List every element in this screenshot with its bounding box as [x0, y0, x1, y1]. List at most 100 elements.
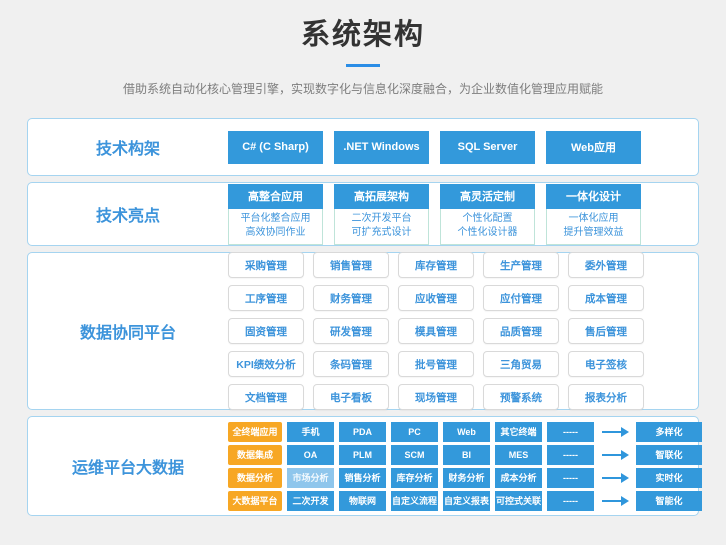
card-tech-highlights: 技术亮点 高整合应用 平台化整合应用 高效协同作业 高拓展架构 二次开发平台 可… — [27, 182, 699, 246]
page-title: 系统架构 — [300, 19, 425, 51]
bigdata-chip[interactable]: OA — [287, 444, 334, 465]
highlight-line: 个性化配置 — [462, 212, 513, 224]
module-button[interactable]: 现场管理 — [398, 384, 474, 410]
bigdata-chip-ellipsis[interactable]: ----- — [547, 421, 594, 442]
bigdata-chip[interactable]: BI — [443, 444, 490, 465]
bigdata-chip[interactable]: 销售分析 — [339, 467, 386, 488]
module-button[interactable]: 品质管理 — [483, 318, 559, 344]
category-tag: 数据分析 — [228, 467, 282, 488]
module-button[interactable]: 批号管理 — [398, 351, 474, 377]
bigdata-chip[interactable]: 成本分析 — [495, 467, 542, 488]
tech-button-csharp[interactable]: C# (C Sharp) — [228, 130, 323, 164]
bigdata-chip[interactable]: 物联网 — [339, 490, 386, 511]
module-button[interactable]: 财务管理 — [313, 285, 389, 311]
module-button[interactable]: 成本管理 — [568, 285, 644, 311]
highlight-line: 提升管理效益 — [563, 226, 624, 238]
highlight-cards: 高整合应用 平台化整合应用 高效协同作业 高拓展架构 二次开发平台 可扩充式设计… — [228, 183, 641, 245]
highlight-title: 一体化设计 — [546, 183, 641, 209]
bigdata-chip[interactable]: Web — [443, 421, 490, 442]
module-button[interactable]: KPI绩效分析 — [228, 351, 304, 377]
right-arrow-icon — [602, 426, 629, 437]
module-button[interactable]: 生产管理 — [483, 252, 559, 278]
module-button[interactable]: 固资管理 — [228, 318, 304, 344]
right-arrow-icon — [602, 472, 629, 483]
result-label: 智能化 — [636, 490, 702, 511]
page-subtitle: 借助系统自动化核心管理引擎，实现数字化与信息化深度融合，为企业数值化管理应用赋能 — [122, 82, 603, 96]
module-button[interactable]: 电子看板 — [313, 384, 389, 410]
architecture-cards: 技术构架 C# (C Sharp) .NET Windows SQL Serve… — [27, 118, 702, 516]
module-button[interactable]: 报表分析 — [568, 384, 644, 410]
bigdata-chip[interactable]: 二次开发 — [287, 490, 334, 511]
module-button[interactable]: 研发管理 — [313, 318, 389, 344]
module-button[interactable]: 销售管理 — [313, 252, 389, 278]
module-button[interactable]: 委外管理 — [568, 252, 644, 278]
highlight-card: 高拓展架构 二次开发平台 可扩充式设计 — [334, 183, 429, 245]
module-button[interactable]: 工序管理 — [228, 285, 304, 311]
module-button[interactable]: 预警系统 — [483, 384, 559, 410]
module-button[interactable]: 三角贸易 — [483, 351, 559, 377]
bigdata-chip[interactable]: 自定义报表 — [443, 490, 490, 511]
bigdata-chip-ellipsis[interactable]: ----- — [547, 467, 594, 488]
highlight-line: 个性化设计器 — [457, 226, 518, 238]
tech-framework-buttons: C# (C Sharp) .NET Windows SQL Server Web… — [228, 130, 641, 164]
module-button[interactable]: 文档管理 — [228, 384, 304, 410]
bigdata-chip[interactable]: PLM — [339, 444, 386, 465]
highlight-title: 高拓展架构 — [334, 183, 429, 209]
module-button[interactable]: 电子签核 — [568, 351, 644, 377]
highlight-line: 一体化应用 — [568, 212, 619, 224]
data-collab-label: 数据协同平台 — [79, 325, 176, 342]
bigdata-chip[interactable]: 手机 — [287, 421, 334, 442]
module-button[interactable]: 条码管理 — [313, 351, 389, 377]
bigdata-row-terminals: 全终端应用 手机 PDA PC Web 其它终端 ----- 多样化 — [228, 421, 702, 442]
module-button[interactable]: 模具管理 — [398, 318, 474, 344]
card-tech-framework: 技术构架 C# (C Sharp) .NET Windows SQL Serve… — [27, 118, 699, 176]
result-label: 多样化 — [636, 421, 702, 442]
highlight-body: 个性化配置 个性化设计器 — [440, 208, 535, 245]
highlight-line: 可扩充式设计 — [351, 226, 412, 238]
bigdata-chip[interactable]: 财务分析 — [443, 467, 490, 488]
card-ops-bigdata: 运维平台大数据 全终端应用 手机 PDA PC Web 其它终端 ----- 多… — [27, 416, 702, 516]
module-button[interactable]: 应付管理 — [483, 285, 559, 311]
bigdata-chip[interactable]: 库存分析 — [391, 467, 438, 488]
module-button[interactable]: 采购管理 — [228, 252, 304, 278]
category-tag: 大数据平台 — [228, 490, 282, 511]
category-tag: 数据集成 — [228, 444, 282, 465]
bigdata-chip[interactable]: 其它终端 — [495, 421, 542, 442]
bigdata-chip[interactable]: PDA — [339, 421, 386, 442]
bigdata-row-integration: 数据集成 OA PLM SCM BI MES ----- 智联化 — [228, 444, 702, 465]
highlight-title: 高灵活定制 — [440, 183, 535, 209]
module-grid: 采购管理 销售管理 库存管理 生产管理 委外管理 工序管理 财务管理 应收管理 … — [228, 252, 644, 410]
highlight-body: 一体化应用 提升管理效益 — [546, 208, 641, 245]
ops-bigdata-label: 运维平台大数据 — [71, 460, 184, 477]
highlight-line: 高效协同作业 — [245, 226, 306, 238]
bigdata-chip[interactable]: 可控式关联 — [495, 490, 542, 511]
module-button[interactable]: 库存管理 — [398, 252, 474, 278]
highlight-body: 二次开发平台 可扩充式设计 — [334, 208, 429, 245]
bigdata-chip-ellipsis[interactable]: ----- — [547, 444, 594, 465]
bigdata-chip[interactable]: 市场分析 — [287, 467, 334, 488]
bigdata-chip[interactable]: SCM — [391, 444, 438, 465]
bigdata-chip[interactable]: 自定义流程 — [391, 490, 438, 511]
right-arrow-icon — [602, 449, 629, 460]
card-data-collab-platform: 数据协同平台 采购管理 销售管理 库存管理 生产管理 委外管理 工序管理 财务管… — [27, 252, 699, 410]
result-label: 实时化 — [636, 467, 702, 488]
tech-button-sqlserver[interactable]: SQL Server — [440, 130, 535, 164]
tech-button-dotnet[interactable]: .NET Windows — [334, 130, 429, 164]
highlight-line: 二次开发平台 — [351, 212, 412, 224]
category-tag: 全终端应用 — [228, 421, 282, 442]
bigdata-row-analysis: 数据分析 市场分析 销售分析 库存分析 财务分析 成本分析 ----- 实时化 — [228, 467, 702, 488]
right-arrow-icon — [602, 495, 629, 506]
tech-button-web[interactable]: Web应用 — [546, 130, 641, 164]
module-button[interactable]: 售后管理 — [568, 318, 644, 344]
highlight-card: 高灵活定制 个性化配置 个性化设计器 — [440, 183, 535, 245]
bigdata-chip-ellipsis[interactable]: ----- — [547, 490, 594, 511]
highlight-title: 高整合应用 — [228, 183, 323, 209]
bigdata-chip[interactable]: MES — [495, 444, 542, 465]
highlight-body: 平台化整合应用 高效协同作业 — [228, 208, 323, 245]
bigdata-chip[interactable]: PC — [391, 421, 438, 442]
highlight-card: 高整合应用 平台化整合应用 高效协同作业 — [228, 183, 323, 245]
highlight-line: 平台化整合应用 — [240, 212, 311, 224]
tech-highlights-label: 技术亮点 — [95, 208, 160, 225]
module-button[interactable]: 应收管理 — [398, 285, 474, 311]
bigdata-rows: 全终端应用 手机 PDA PC Web 其它终端 ----- 多样化 数据集成 … — [228, 421, 702, 511]
